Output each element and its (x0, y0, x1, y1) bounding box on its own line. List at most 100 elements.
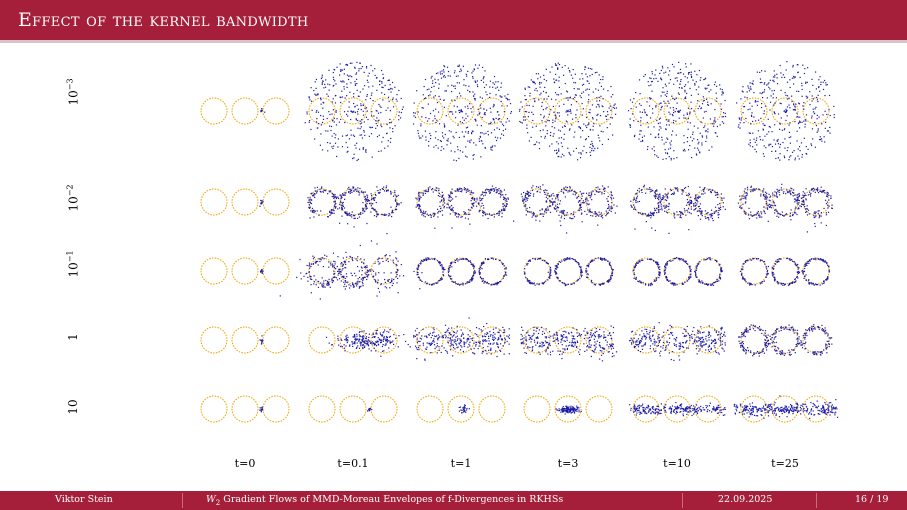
particle (797, 263, 799, 266)
particle (482, 263, 484, 265)
particle (808, 191, 811, 193)
particle (458, 284, 461, 286)
particle (341, 146, 344, 148)
particle (311, 192, 313, 195)
particle (461, 122, 464, 124)
particle (394, 194, 396, 196)
particle (656, 262, 658, 264)
particle (395, 195, 397, 197)
particle (674, 187, 676, 189)
particle (814, 71, 817, 73)
particle (387, 260, 389, 263)
particle (499, 192, 501, 194)
particle (569, 190, 571, 192)
particle (772, 79, 774, 82)
particle (376, 125, 378, 127)
particle (585, 152, 588, 154)
particle (437, 111, 440, 113)
particle (432, 191, 434, 193)
particle (797, 271, 799, 273)
particle (329, 262, 332, 264)
particle (436, 282, 438, 284)
particle (829, 132, 831, 134)
particle (433, 215, 435, 217)
particle (715, 192, 717, 194)
particle (695, 275, 697, 277)
particle (747, 214, 750, 216)
particle (695, 89, 697, 91)
particle (502, 196, 505, 198)
particle (260, 201, 262, 203)
particle (427, 257, 429, 259)
particle (562, 191, 564, 193)
particle (317, 260, 319, 263)
particle (796, 112, 798, 114)
particle (665, 267, 667, 269)
particle (432, 80, 434, 82)
particle (355, 188, 357, 190)
particle (741, 272, 743, 274)
particle (585, 73, 587, 75)
particle (591, 260, 594, 262)
particle (310, 283, 312, 286)
particle (783, 215, 785, 217)
particle (535, 219, 537, 221)
particle (741, 90, 743, 92)
particle (630, 204, 632, 206)
particle (601, 214, 603, 217)
particle (324, 86, 327, 88)
particle (766, 198, 768, 200)
particle (680, 87, 683, 89)
particle (756, 137, 758, 139)
particle (346, 151, 348, 153)
particle (344, 211, 346, 213)
particle (473, 197, 476, 200)
particle (716, 194, 718, 196)
particle (376, 117, 378, 119)
particle (750, 283, 752, 285)
particle (603, 88, 605, 90)
particle (661, 105, 663, 108)
particle (327, 83, 329, 85)
particle (591, 191, 593, 193)
particle (478, 209, 481, 211)
particle (656, 263, 658, 265)
particle (351, 274, 353, 277)
particle (771, 90, 773, 92)
particle (768, 193, 770, 195)
particle (763, 261, 765, 263)
particle (454, 259, 457, 262)
particle (522, 199, 524, 202)
particle (551, 143, 553, 145)
particle (635, 263, 637, 265)
particle (526, 193, 529, 196)
particle (498, 114, 500, 116)
particle (392, 211, 394, 214)
particle (826, 262, 828, 265)
particle (575, 117, 577, 119)
particle (690, 136, 692, 138)
particle (330, 125, 333, 128)
particle (334, 137, 336, 139)
particle (315, 94, 317, 96)
particle (559, 200, 561, 202)
particle (375, 272, 377, 274)
particle (794, 194, 796, 196)
particle (474, 271, 477, 273)
particle (416, 204, 418, 206)
particle (666, 92, 668, 95)
particle (312, 255, 314, 257)
particle (762, 191, 764, 193)
particle (763, 89, 766, 91)
particle (767, 272, 769, 274)
particle (682, 260, 685, 262)
particle (489, 192, 491, 194)
particle (385, 340, 387, 342)
particle (796, 196, 798, 199)
particle (772, 205, 774, 207)
particle (752, 215, 754, 217)
particle (361, 274, 363, 276)
particle (580, 270, 582, 272)
particle (775, 263, 777, 265)
particle (368, 135, 370, 137)
